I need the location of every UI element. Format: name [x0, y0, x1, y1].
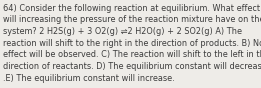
Text: effect will be observed. C) The reaction will shift to the left in the: effect will be observed. C) The reaction…: [3, 50, 261, 59]
Text: system? 2 H2S(g) + 3 O2(g) ⇌2 H2O(g) + 2 SO2(g) A) The: system? 2 H2S(g) + 3 O2(g) ⇌2 H2O(g) + 2…: [3, 27, 242, 36]
Text: will increasing the pressure of the reaction mixture have on the: will increasing the pressure of the reac…: [3, 15, 261, 24]
Text: .E) The equilibrium constant will increase.: .E) The equilibrium constant will increa…: [3, 74, 175, 83]
Text: reaction will shift to the right in the direction of products. B) No: reaction will shift to the right in the …: [3, 39, 261, 48]
Text: 64) Consider the following reaction at equilibrium. What effect: 64) Consider the following reaction at e…: [3, 4, 260, 12]
Text: direction of reactants. D) The equilibrium constant will decrease: direction of reactants. D) The equilibri…: [3, 62, 261, 71]
